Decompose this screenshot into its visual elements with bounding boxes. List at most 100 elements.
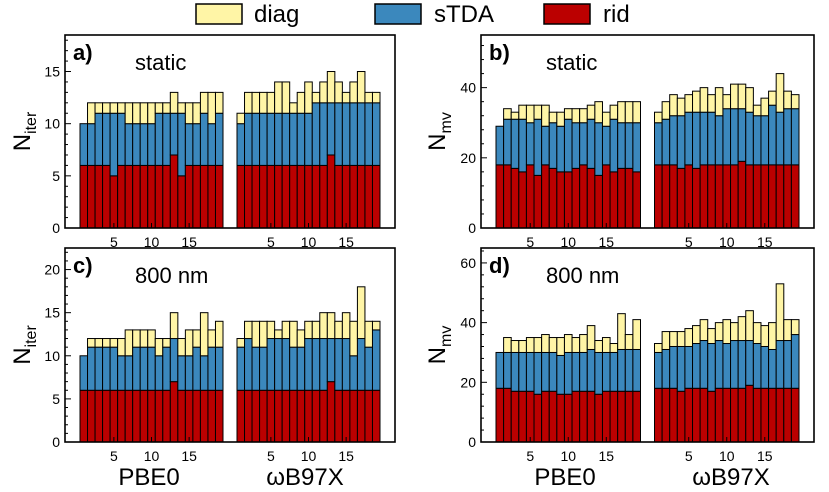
bar-diag: [654, 111, 663, 124]
bar-rid: [730, 387, 739, 443]
bar-diag: [737, 316, 747, 342]
bar-diag: [760, 325, 770, 347]
y-tick-label: 40: [460, 315, 476, 331]
bar-rid: [169, 154, 179, 229]
bar-stda: [236, 346, 246, 391]
bar-stda: [533, 351, 543, 395]
y-axis-label-main: N: [9, 347, 36, 364]
bar-stda: [371, 329, 381, 391]
bar-stda: [102, 346, 111, 391]
bar-diag: [214, 91, 224, 114]
y-tick-label: 5: [52, 168, 60, 184]
bar-rid: [722, 164, 732, 229]
bar-diag: [624, 101, 634, 124]
bar-stda: [684, 111, 694, 166]
x-tick-label: 5: [110, 234, 118, 250]
bar-stda: [617, 122, 626, 169]
bar-stda: [326, 102, 336, 156]
bar-diag: [548, 111, 558, 124]
bar-stda: [311, 102, 321, 166]
bar-stda: [790, 334, 800, 389]
bar-diag: [244, 320, 253, 340]
legend-swatch-rid: [543, 3, 591, 25]
axes-frame: [480, 34, 815, 229]
bar-rid: [109, 175, 119, 229]
bar-diag: [266, 91, 276, 114]
bar-rid: [541, 390, 550, 443]
bar-rid: [244, 389, 253, 443]
bar-stda: [503, 118, 512, 166]
bar-stda: [117, 355, 126, 391]
bar-diag: [563, 334, 573, 353]
bar-rid: [341, 389, 351, 443]
bar-rid: [768, 164, 777, 229]
bar-rid: [281, 164, 291, 229]
bar-group-pbe0: [79, 91, 224, 229]
bar-diag: [541, 334, 550, 353]
bar-rid: [548, 390, 558, 443]
bar-diag: [326, 71, 336, 104]
bar-diag: [518, 340, 527, 353]
x-tick-label: 15: [338, 448, 354, 464]
x-tick-label: 15: [598, 234, 614, 250]
bar-diag: [722, 319, 732, 345]
bar-stda: [177, 355, 186, 391]
bar-stda: [525, 122, 535, 166]
bar-diag: [760, 97, 770, 117]
bar-rid: [356, 389, 366, 443]
bar-stda: [579, 351, 588, 392]
bar-stda: [783, 108, 792, 166]
bar-rid: [154, 389, 164, 443]
bar-diag: [266, 320, 276, 340]
bar-rid: [259, 164, 268, 229]
bar-diag: [571, 337, 581, 353]
bar-diag: [617, 101, 626, 124]
bar-diag: [525, 337, 535, 353]
bar-rid: [319, 164, 328, 229]
bar-rid: [533, 393, 543, 443]
bar-diag: [624, 334, 634, 350]
bar-stda: [594, 351, 603, 395]
bar-stda: [624, 348, 634, 392]
bar-rid: [94, 389, 104, 443]
bar-diag: [87, 338, 96, 348]
bar-rid: [495, 164, 505, 229]
bar-group-pbe0: [79, 312, 224, 443]
x-tick-label: 5: [526, 234, 534, 250]
bar-rid: [617, 167, 626, 229]
bar-stda: [364, 346, 373, 391]
bar-diag: [304, 81, 313, 114]
bar-rid: [169, 381, 179, 443]
bar-stda: [594, 122, 603, 176]
bar-rid: [132, 164, 141, 229]
panel-label: d): [489, 253, 510, 278]
bar-rid: [624, 390, 634, 443]
bar-stda: [760, 115, 770, 166]
y-tick-label: 0: [52, 434, 60, 450]
bar-rid: [371, 389, 381, 443]
bar-diag: [609, 343, 619, 353]
bar-diag: [783, 90, 792, 110]
bar-rid: [184, 164, 194, 229]
bar-rid: [601, 390, 611, 443]
bar-rid: [760, 387, 770, 443]
bar-rid: [654, 387, 663, 443]
bar-stda: [304, 112, 313, 166]
bar-diag: [371, 320, 381, 331]
bar-stda: [289, 112, 298, 166]
bar-diag: [676, 331, 686, 347]
x-tick-label: 15: [598, 448, 614, 464]
bar-rid: [236, 389, 246, 443]
panel-label: c): [73, 253, 93, 278]
bar-rid: [684, 164, 694, 229]
bar-rid: [609, 390, 619, 443]
bar-stda: [259, 346, 268, 391]
bar-rid: [586, 167, 596, 229]
bar-diag: [768, 90, 777, 106]
bar-stda: [192, 123, 201, 166]
bar-rid: [624, 167, 634, 229]
bar-rid: [162, 389, 171, 443]
x-tick-label: 10: [560, 234, 576, 250]
bar-diag: [274, 81, 283, 114]
bar-rid: [730, 164, 739, 229]
